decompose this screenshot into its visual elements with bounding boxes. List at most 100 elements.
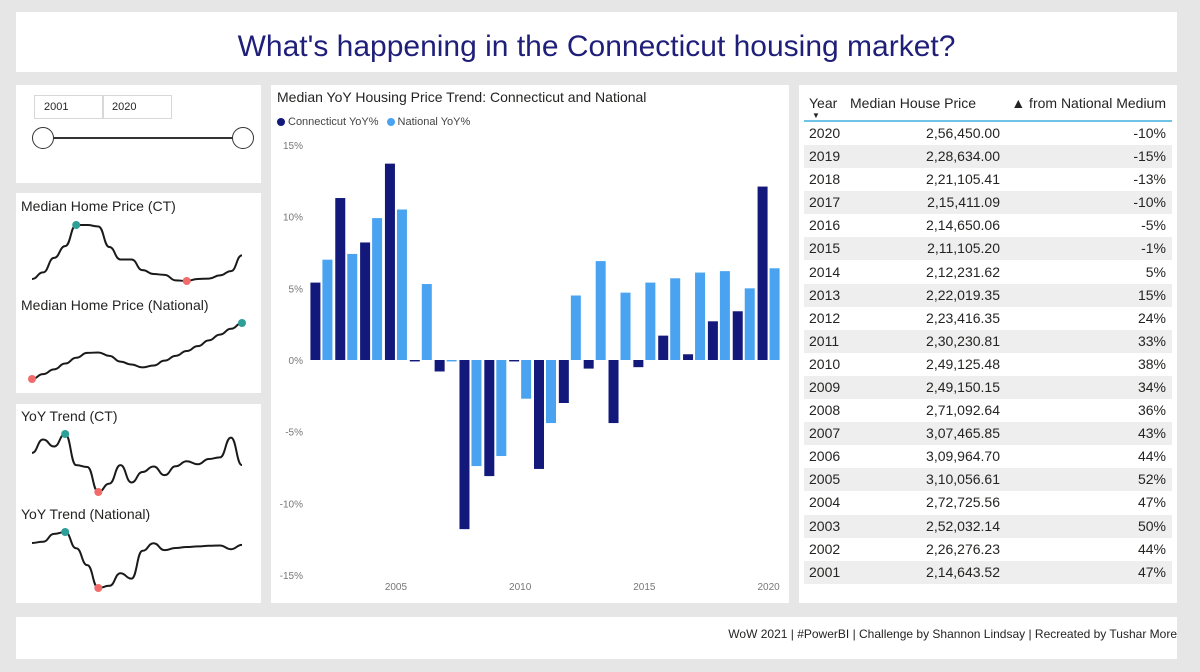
bar-national[interactable] [620,292,631,360]
table-row[interactable]: 2017 2,15,411.09 -10% [804,191,1172,215]
table-cell-price: 2,21,105.41 [926,171,1000,188]
table-row[interactable]: 2015 2,11,105.20 -1% [804,237,1172,261]
bar-national[interactable] [347,253,358,360]
bar-connecticut[interactable] [534,360,544,469]
bar-connecticut[interactable] [583,360,594,369]
bar-connecticut[interactable] [360,242,371,360]
table-cell-diff: 44% [1137,540,1166,557]
bar-national[interactable] [695,272,706,360]
table-row[interactable]: 2014 2,12,231.62 5% [804,260,1172,283]
bar-national[interactable] [769,268,780,360]
column-header-year[interactable]: Year ▼ [804,95,850,122]
column-header-price[interactable]: Median House Price [850,95,1000,122]
table-cell-year: 2017 [804,191,850,215]
table-cell-year: 2002 [809,540,841,557]
table-cell-diff: -5% [1141,217,1166,234]
slider-track[interactable] [44,137,244,139]
bar-connecticut[interactable] [558,360,569,403]
slider-end-handle[interactable] [232,127,254,149]
bar-connecticut[interactable] [310,282,321,360]
y-tick-label: 15% [283,141,303,152]
sort-descending-icon: ▼ [812,111,820,120]
bar-connecticut[interactable] [732,311,743,360]
table-row[interactable]: 2002 2,26,276.23 44% [804,538,1172,561]
bar-connecticut[interactable] [608,360,619,424]
legend-item-national[interactable]: National YoY% [386,116,470,128]
bar-connecticut[interactable] [384,163,395,360]
bar-national[interactable] [719,271,730,360]
table-row[interactable]: 2019 2,28,634.00 -15% [804,145,1172,169]
bar-connecticut[interactable] [335,198,346,360]
bar-connecticut[interactable] [683,354,694,360]
table-row[interactable]: 2013 2,22,019.35 15% [804,283,1172,307]
table-cell-price: 2,52,032.14 [850,514,1000,538]
table-row[interactable]: 2016 2,14,650.06 -5% [804,214,1172,237]
bar-connecticut[interactable] [409,360,420,362]
bar-national[interactable] [570,295,581,361]
bar-connecticut[interactable] [459,360,470,530]
bar-national[interactable] [670,278,681,360]
table-row[interactable]: 2011 2,30,230.81 33% [804,329,1172,353]
table-cell-diff: 52% [1000,468,1172,492]
table-cell-price: 2,56,450.00 [926,125,1000,141]
table-row[interactable]: 2008 2,71,092.64 36% [804,399,1172,422]
table-cell-year: 2004 [809,494,841,511]
bar-national[interactable] [521,360,532,399]
table-cell-diff: 15% [1000,283,1172,307]
table-cell-year: 2011 [804,329,850,353]
table-cell-diff: -10% [1000,191,1172,215]
bar-connecticut[interactable] [707,321,718,360]
bar-connecticut[interactable] [633,360,644,368]
bar-national[interactable] [546,360,556,424]
table-row[interactable]: 2003 2,52,032.14 50% [804,514,1172,538]
legend-dot-connecticut [277,118,285,126]
table-cell-diff: -13% [1133,171,1166,188]
table-row[interactable]: 2006 3,09,964.70 44% [804,445,1172,468]
table-row[interactable]: 2018 2,21,105.41 -13% [804,168,1172,191]
bar-national[interactable] [471,360,482,467]
bar-connecticut[interactable] [484,360,495,477]
table-cell-year: 2007 [804,422,850,446]
table-row[interactable]: 2001 2,14,643.52 47% [804,560,1172,584]
bar-connecticut[interactable] [658,335,669,360]
column-header-diff[interactable]: ▲ from National Medium [1000,95,1172,122]
sparkline-ct-price [31,221,243,285]
table-cell-year: 2015 [804,237,850,261]
table-row[interactable]: 2004 2,72,725.56 47% [804,491,1172,514]
bar-national[interactable] [496,360,507,457]
bar-national[interactable] [595,261,606,360]
footer-credits: WoW 2021 | #PowerBI | Challenge by Shann… [728,627,1177,641]
bar-national[interactable] [645,282,656,360]
table-cell-diff: -10% [1133,125,1166,141]
yoy-bar-chart[interactable]: 15% 10% 5% 0% -5% -10% -15% 2005 2010 2015 2020 [271,85,789,603]
bar-connecticut[interactable] [509,360,520,362]
chart-legend: Connecticut YoY% National YoY% [277,116,470,128]
x-tick-label: 2015 [633,582,656,593]
table-cell-price: 3,07,465.85 [850,422,1000,446]
y-tick-label: -10% [280,499,303,510]
bar-connecticut[interactable] [434,360,445,372]
end-date-input[interactable]: 2020 [102,95,172,119]
bar-national[interactable] [421,284,432,360]
table-row[interactable]: 2012 2,23,416.35 24% [804,307,1172,330]
slider-start-handle[interactable] [32,127,54,149]
bar-national[interactable] [372,218,383,360]
bar-national[interactable] [396,209,407,361]
sparkline-national-yoy [31,528,243,592]
sparkline-low-marker [28,375,36,383]
price-table-card: Year ▼ Median House Price ▲ from Nationa… [799,85,1177,603]
table-row[interactable]: 2007 3,07,465.85 43% [804,422,1172,446]
table-row[interactable]: 2005 3,10,056.61 52% [804,468,1172,492]
table-row[interactable]: 2010 2,49,125.48 38% [804,353,1172,376]
bar-national[interactable] [322,259,333,360]
bar-national[interactable] [446,360,457,362]
table-cell-price: 2,49,125.48 [926,355,1000,372]
table-row[interactable]: 2020 2,56,450.00 -10% [804,121,1172,145]
yoy-sparkline-card: YoY Trend (CT) YoY Trend (National) [16,404,261,603]
table-cell-diff: 33% [1000,329,1172,353]
bar-connecticut[interactable] [757,186,768,360]
start-date-input[interactable]: 2001 [34,95,104,119]
table-row[interactable]: 2009 2,49,150.15 34% [804,375,1172,400]
legend-item-connecticut[interactable]: Connecticut YoY% [277,116,379,128]
bar-national[interactable] [744,288,755,360]
